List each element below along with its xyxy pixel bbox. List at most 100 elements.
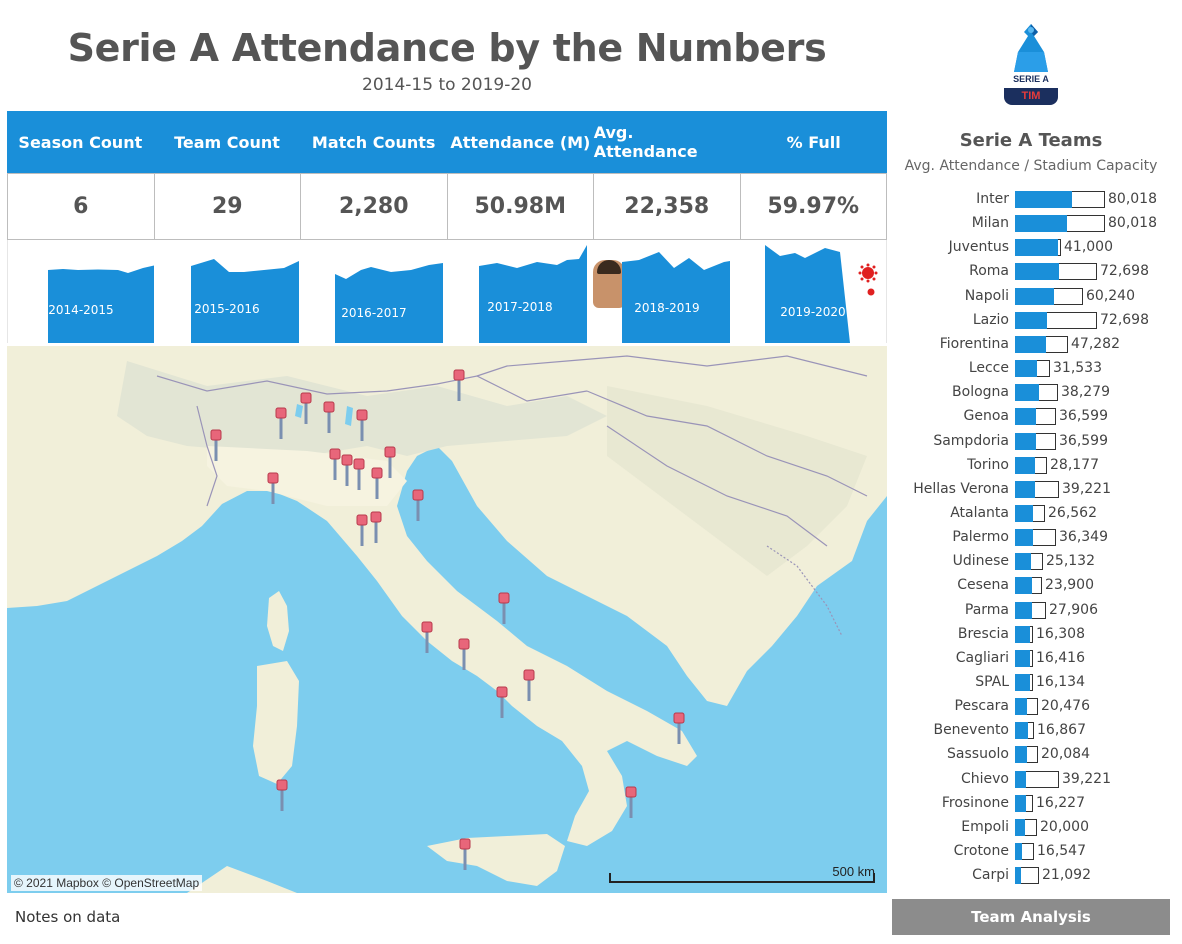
attendance-bar[interactable] [1015,384,1039,402]
team-row[interactable]: Benevento 16,867 [892,719,1170,743]
team-row[interactable]: Pescara 20,476 [892,695,1170,719]
season-spark-2019-2020[interactable]: 2019-2020 [740,240,886,343]
stadium-pin[interactable] [625,786,637,819]
team-row[interactable]: Inter 80,018 [892,188,1170,212]
stadium-pin[interactable] [370,511,382,544]
team-row[interactable]: SPAL 16,134 [892,671,1170,695]
attendance-bar[interactable] [1015,215,1067,233]
stadium-pin[interactable] [458,638,470,671]
stadium-pin[interactable] [275,407,287,440]
attendance-bar[interactable] [1015,577,1032,595]
map-credit[interactable]: © 2021 Mapbox © OpenStreetMap [11,875,203,891]
stadium-pin[interactable] [300,392,312,425]
attendance-bar[interactable] [1015,360,1037,378]
attendance-bar[interactable] [1015,794,1026,812]
stadium-pin[interactable] [267,472,279,505]
attendance-bar[interactable] [1015,263,1059,281]
stadium-pin[interactable] [353,458,365,491]
stadium-pin[interactable] [323,401,335,434]
attendance-bar[interactable] [1015,553,1031,571]
season-spark-2016-2017[interactable]: 2016-2017 [301,240,447,343]
attendance-bar[interactable] [1015,335,1046,353]
team-row[interactable]: Juventus 41,000 [892,236,1170,260]
attendance-bar[interactable] [1015,287,1054,305]
attendance-bar[interactable] [1015,649,1030,667]
stadium-pin[interactable] [459,838,471,871]
attendance-bar[interactable] [1015,698,1027,716]
stadium-pin[interactable] [421,621,433,654]
team-row[interactable]: Sassuolo 20,084 [892,743,1170,767]
team-row[interactable]: Hellas Verona 39,221 [892,478,1170,502]
attendance-bar[interactable] [1015,239,1058,257]
stadium-pin[interactable] [673,712,685,745]
team-row[interactable]: Lecce 31,533 [892,357,1170,381]
attendance-bar[interactable] [1015,818,1025,836]
team-row[interactable]: Torino 28,177 [892,454,1170,478]
capacity-value: 25,132 [1046,553,1095,570]
attendance-bar[interactable] [1015,432,1036,450]
attendance-bar[interactable] [1015,867,1021,885]
attendance-bar[interactable] [1015,601,1032,619]
stadium-pin[interactable] [453,369,465,402]
stadium-pin[interactable] [341,454,353,487]
team-row[interactable]: Atalanta 26,562 [892,502,1170,526]
team-row[interactable]: Cesena 23,900 [892,574,1170,598]
attendance-bar[interactable] [1015,625,1030,643]
attendance-bar[interactable] [1015,843,1022,861]
team-row[interactable]: Crotone 16,547 [892,840,1170,864]
attendance-bar[interactable] [1015,191,1072,208]
team-row[interactable]: Cagliari 16,416 [892,647,1170,671]
stadium-pin[interactable] [496,686,508,719]
stadium-pin[interactable] [498,592,510,625]
stadium-pin[interactable] [356,409,368,442]
stadium-pin[interactable] [329,448,341,481]
stadium-pin[interactable] [276,779,288,812]
season-spark-2018-2019[interactable]: 2018-2019 [594,240,740,343]
stadium-pin[interactable] [412,489,424,522]
team-row[interactable]: Palermo 36,349 [892,526,1170,550]
team-row[interactable]: Chievo 39,221 [892,768,1170,792]
capacity-value: 20,000 [1040,818,1089,835]
kpi-value-team-count: 29 [155,174,301,239]
attendance-bar[interactable] [1015,456,1035,474]
map-basemap [7,346,887,893]
stadium-pin[interactable] [356,514,368,547]
kpi-label-season-count: Season Count [18,132,143,152]
stadium-pin[interactable] [523,669,535,702]
attendance-bar[interactable] [1015,408,1036,426]
team-row[interactable]: Carpi 21,092 [892,864,1170,888]
season-spark-2017-2018[interactable]: 2017-2018 [447,240,625,343]
attendance-bar[interactable] [1015,529,1033,547]
season-spark-2014-2015[interactable]: 2014-2015 [8,240,154,343]
team-row[interactable]: Roma 72,698 [892,260,1170,284]
attendance-bar[interactable] [1015,746,1027,764]
attendance-bar[interactable] [1015,674,1030,691]
capacity-value: 80,018 [1108,191,1157,207]
team-name: Sassuolo [947,746,1009,763]
notes-on-data-link[interactable]: Notes on data [15,908,121,926]
attendance-bar[interactable] [1015,722,1028,740]
attendance-bar[interactable] [1015,504,1033,522]
team-row[interactable]: Empoli 20,000 [892,816,1170,840]
stadium-pin[interactable] [210,429,222,462]
team-row[interactable]: Brescia 16,308 [892,623,1170,647]
team-row[interactable]: Frosinone 16,227 [892,792,1170,816]
team-row[interactable]: Parma 27,906 [892,599,1170,623]
team-row[interactable]: Udinese 25,132 [892,550,1170,574]
team-analysis-button[interactable]: Team Analysis [892,899,1170,935]
stadium-pin[interactable] [371,467,383,500]
season-spark-2015-2016[interactable]: 2015-2016 [154,240,300,343]
team-row[interactable]: Milan 80,018 [892,212,1170,236]
attendance-bar[interactable] [1015,480,1035,498]
team-row[interactable]: Lazio 72,698 [892,309,1170,333]
team-row[interactable]: Bologna 38,279 [892,381,1170,405]
team-row[interactable]: Sampdoria 36,599 [892,430,1170,454]
team-row[interactable]: Genoa 36,599 [892,405,1170,429]
stadium-pin[interactable] [384,446,396,479]
kpi-header-row: Season Count Team Count Match Counts Att… [7,111,887,173]
team-row[interactable]: Fiorentina 47,282 [892,333,1170,357]
attendance-bar[interactable] [1015,311,1047,329]
stadium-map[interactable]: © 2021 Mapbox © OpenStreetMap 500 km [7,346,887,893]
attendance-bar[interactable] [1015,770,1026,788]
team-row[interactable]: Napoli 60,240 [892,285,1170,309]
